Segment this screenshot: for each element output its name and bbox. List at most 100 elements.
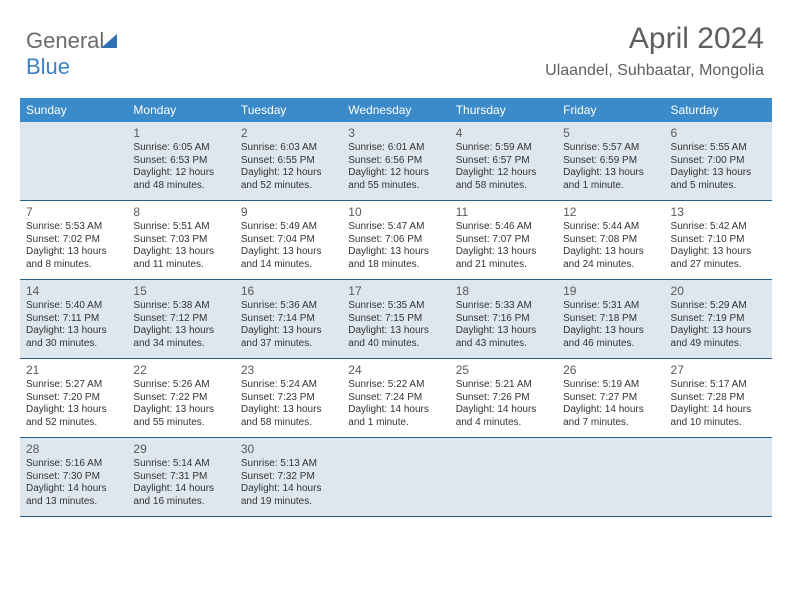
daylight-text: Daylight: 12 hours and 58 minutes. [456, 167, 551, 192]
calendar-cell: 24Sunrise: 5:22 AMSunset: 7:24 PMDayligh… [342, 359, 449, 437]
week-row: 14 Sunrise: 5:40 AMSunset: 7:11 PM Dayligh… [20, 280, 772, 359]
sunrise-text: Sunrise: 5:17 AM [671, 379, 766, 392]
daylight-text: Daylight: 12 hours and 55 minutes. [348, 167, 443, 192]
daylight-text: Daylight: 14 hours and 19 minutes. [241, 483, 336, 508]
sunrise-text: Sunrise: 6:03 AM [241, 142, 336, 155]
calendar-cell: 8Sunrise: 5:51 AMSunset: 7:03 PMDaylight… [127, 201, 234, 279]
calendar-cell: 25Sunrise: 5:21 AMSunset: 7:26 PMDayligh… [450, 359, 557, 437]
day-header: Saturday [665, 98, 772, 122]
calendar-cell: 13Sunrise: 5:42 AMSunset: 7:10 PMDayligh… [665, 201, 772, 279]
day-number: 25 [456, 363, 551, 377]
daylight-text: Daylight: 13 hours and 11 minutes. [133, 246, 228, 271]
location-text: Ulaandel, Suhbaatar, Mongolia [545, 62, 764, 80]
day-number: 21 [26, 363, 121, 377]
sunset-text: Sunset: 7:20 PM [26, 392, 121, 405]
day-number: 7 [26, 205, 121, 219]
sunset-text: Sunset: 7:11 PM [26, 313, 121, 326]
sunrise-text: Sunrise: 5:31 AM [563, 300, 658, 313]
sunrise-text: Sunrise: 5:33 AM [456, 300, 551, 313]
sunrise-text: Sunrise: 5:46 AM [456, 221, 551, 234]
logo-text-blue: Blue [26, 54, 70, 79]
calendar-cell: 29Sunrise: 5:14 AMSunset: 7:31 PMDayligh… [127, 438, 234, 516]
sunset-text: Sunset: 7:22 PM [133, 392, 228, 405]
daylight-text: Daylight: 13 hours and 55 minutes. [133, 404, 228, 429]
day-header: Friday [557, 98, 664, 122]
calendar-cell [557, 438, 664, 516]
sunrise-text: Sunrise: 5:29 AM [671, 300, 766, 313]
day-number: 26 [563, 363, 658, 377]
day-number: 11 [456, 205, 551, 219]
day-number: 8 [133, 205, 228, 219]
day-number: 24 [348, 363, 443, 377]
sunrise-text: Sunrise: 5:27 AM [26, 379, 121, 392]
header-right: April 2024 Ulaandel, Suhbaatar, Mongolia [545, 22, 764, 80]
daylight-text: Daylight: 14 hours and 7 minutes. [563, 404, 658, 429]
sunset-text: Sunset: 7:16 PM [456, 313, 551, 326]
calendar-cell: 15Sunrise: 5:38 AMSunset: 7:12 PMDayligh… [127, 280, 234, 358]
sunrise-text: Sunrise: 5:49 AM [241, 221, 336, 234]
calendar-grid: SundayMondayTuesdayWednesdayThursdayFrid… [20, 98, 772, 517]
daylight-text: Daylight: 13 hours and 5 minutes. [671, 167, 766, 192]
sunset-text: Sunset: 6:57 PM [456, 155, 551, 168]
day-number: 22 [133, 363, 228, 377]
sunset-text: Sunset: 6:56 PM [348, 155, 443, 168]
daylight-text: Daylight: 13 hours and 49 minutes. [671, 325, 766, 350]
sunrise-text: Sunrise: 5:42 AM [671, 221, 766, 234]
calendar-cell: 21Sunrise: 5:27 AMSunset: 7:20 PMDayligh… [20, 359, 127, 437]
daylight-text: Daylight: 13 hours and 18 minutes. [348, 246, 443, 271]
day-number: 4 [456, 126, 551, 140]
week-row: 21 Sunrise: 5:27 AMSunset: 7:20 PM Dayligh… [20, 359, 772, 438]
sunrise-text: Sunrise: 6:05 AM [133, 142, 228, 155]
calendar-cell: 10Sunrise: 5:47 AMSunset: 7:06 PMDayligh… [342, 201, 449, 279]
sunrise-text: Sunrise: 5:47 AM [348, 221, 443, 234]
day-number: 27 [671, 363, 766, 377]
calendar-cell: 5Sunrise: 5:57 AMSunset: 6:59 PMDaylight… [557, 122, 664, 200]
sunset-text: Sunset: 7:00 PM [671, 155, 766, 168]
day-number: 16 [241, 284, 336, 298]
sunrise-text: Sunrise: 5:53 AM [26, 221, 121, 234]
calendar-cell: 6Sunrise: 5:55 AMSunset: 7:00 PMDaylight… [665, 122, 772, 200]
day-number: 30 [241, 442, 336, 456]
sunset-text: Sunset: 7:12 PM [133, 313, 228, 326]
sunset-text: Sunset: 6:59 PM [563, 155, 658, 168]
day-number: 23 [241, 363, 336, 377]
day-number: 14 [26, 284, 121, 298]
sunset-text: Sunset: 7:31 PM [133, 471, 228, 484]
sunrise-text: Sunrise: 5:40 AM [26, 300, 121, 313]
sunrise-text: Sunrise: 5:13 AM [241, 458, 336, 471]
calendar-cell: 19Sunrise: 5:31 AMSunset: 7:18 PMDayligh… [557, 280, 664, 358]
calendar-cell: 27Sunrise: 5:17 AMSunset: 7:28 PMDayligh… [665, 359, 772, 437]
sunrise-text: Sunrise: 5:14 AM [133, 458, 228, 471]
logo-triangle-icon [101, 34, 117, 48]
day-number: 17 [348, 284, 443, 298]
sunrise-text: Sunrise: 5:22 AM [348, 379, 443, 392]
day-header: Monday [127, 98, 234, 122]
daylight-text: Daylight: 13 hours and 21 minutes. [456, 246, 551, 271]
daylight-text: Daylight: 12 hours and 48 minutes. [133, 167, 228, 192]
day-number: 2 [241, 126, 336, 140]
day-number: 29 [133, 442, 228, 456]
calendar-cell: 23Sunrise: 5:24 AMSunset: 7:23 PMDayligh… [235, 359, 342, 437]
day-number: 18 [456, 284, 551, 298]
sunset-text: Sunset: 6:55 PM [241, 155, 336, 168]
calendar-cell: 9Sunrise: 5:49 AMSunset: 7:04 PMDaylight… [235, 201, 342, 279]
sunrise-text: Sunrise: 5:19 AM [563, 379, 658, 392]
day-number: 20 [671, 284, 766, 298]
sunset-text: Sunset: 7:32 PM [241, 471, 336, 484]
calendar-cell [342, 438, 449, 516]
daylight-text: Daylight: 13 hours and 14 minutes. [241, 246, 336, 271]
calendar-cell: 2 Sunrise: 6:03 AMSunset: 6:55 PMDaylight… [235, 122, 342, 200]
sunset-text: Sunset: 7:02 PM [26, 234, 121, 247]
daylight-text: Daylight: 14 hours and 13 minutes. [26, 483, 121, 508]
day-header-row: SundayMondayTuesdayWednesdayThursdayFrid… [20, 98, 772, 122]
calendar-cell [20, 122, 127, 200]
daylight-text: Daylight: 13 hours and 27 minutes. [671, 246, 766, 271]
day-number: 19 [563, 284, 658, 298]
daylight-text: Daylight: 13 hours and 8 minutes. [26, 246, 121, 271]
daylight-text: Daylight: 12 hours and 52 minutes. [241, 167, 336, 192]
day-number: 9 [241, 205, 336, 219]
sunrise-text: Sunrise: 5:59 AM [456, 142, 551, 155]
sunrise-text: Sunrise: 5:36 AM [241, 300, 336, 313]
sunrise-text: Sunrise: 5:35 AM [348, 300, 443, 313]
calendar-cell: 1Sunrise: 6:05 AMSunset: 6:53 PMDaylight… [127, 122, 234, 200]
